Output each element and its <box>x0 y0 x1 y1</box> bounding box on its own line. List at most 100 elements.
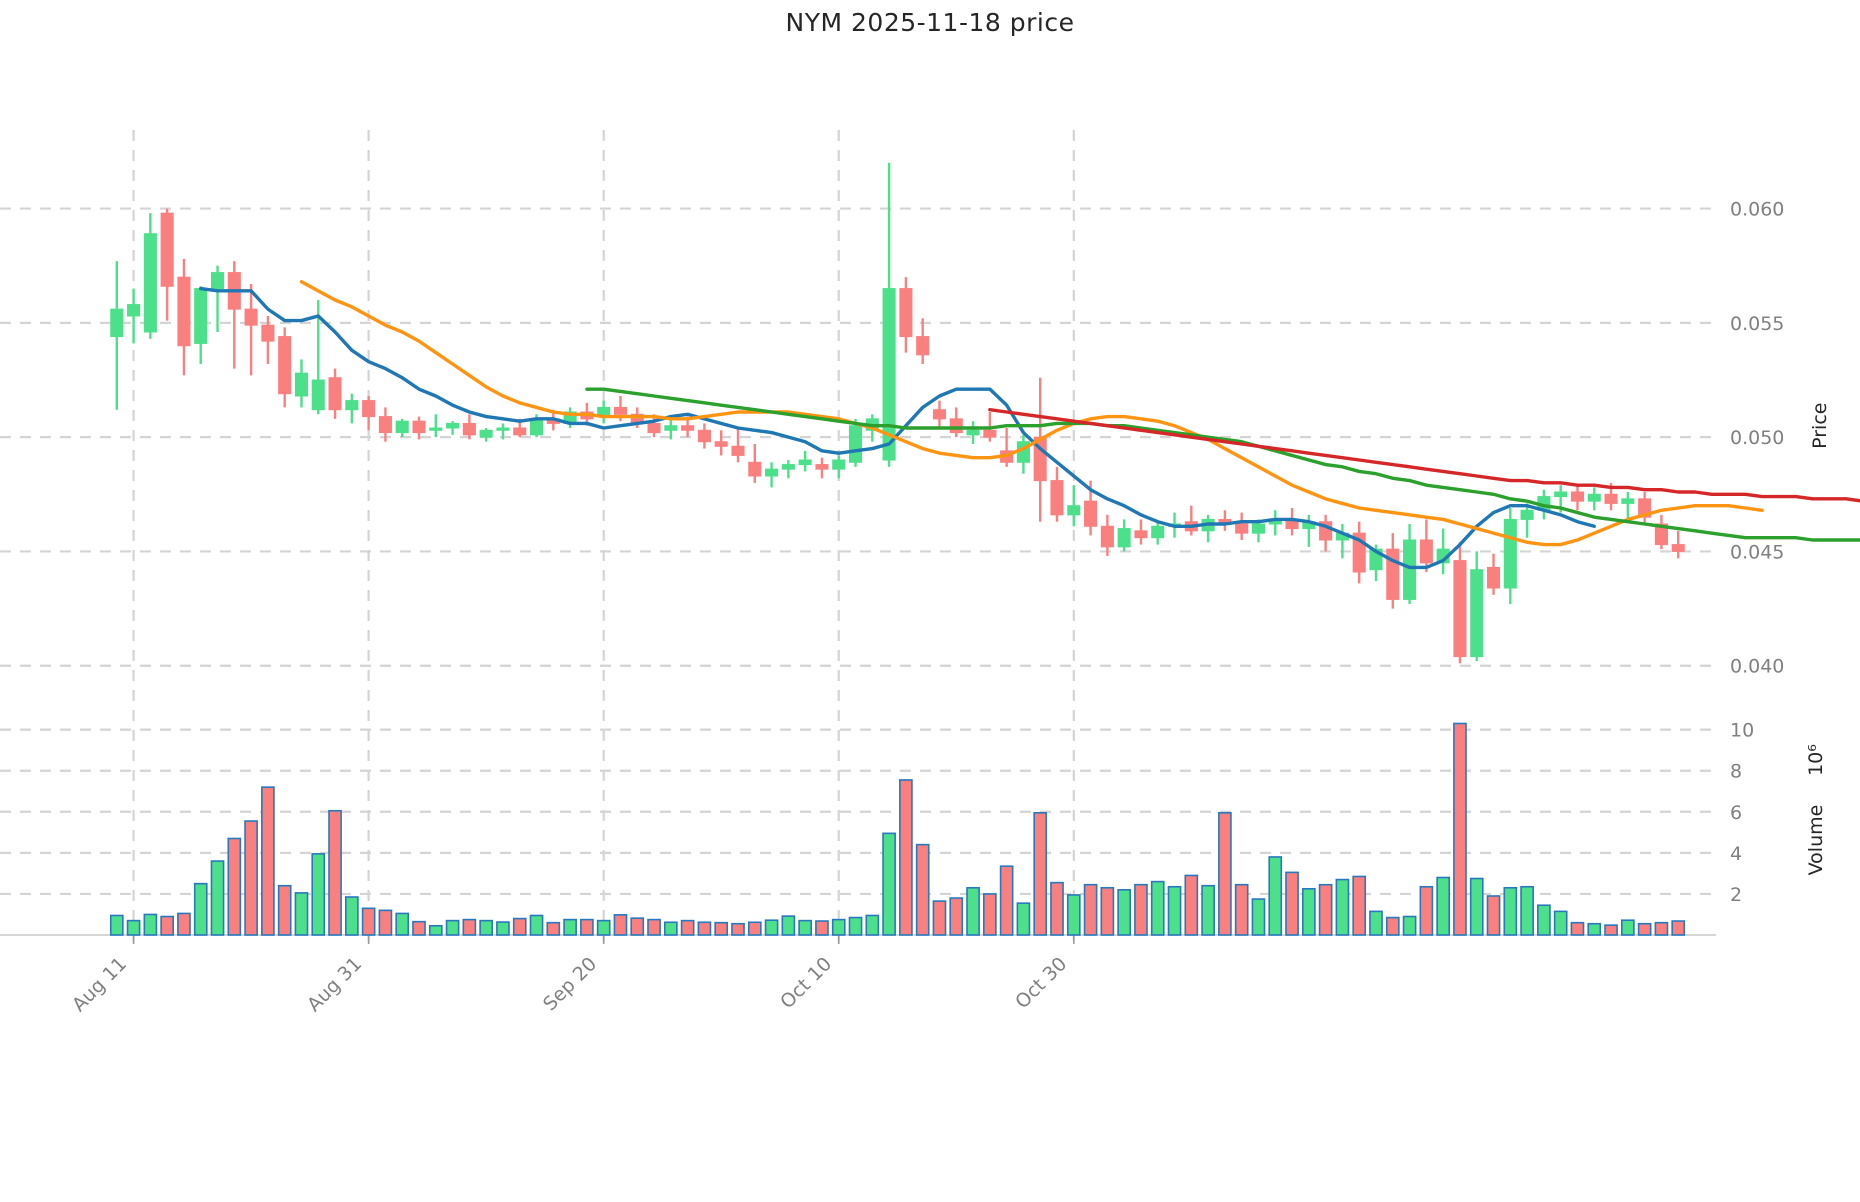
candle-body <box>311 379 325 411</box>
candle-body <box>681 425 695 431</box>
candle-body <box>815 464 829 470</box>
candle-body <box>765 468 779 477</box>
price-tick-label: 0.055 <box>1730 313 1784 335</box>
volume-bar <box>613 914 628 936</box>
volume-bar <box>1352 875 1367 936</box>
volume-bar <box>1419 885 1434 936</box>
volume-bar <box>1486 895 1501 936</box>
candle-body <box>194 288 208 344</box>
volume-bar <box>395 912 410 936</box>
candle-body <box>932 409 947 420</box>
volume-bar <box>815 920 829 936</box>
candlestick <box>1403 524 1417 604</box>
candle-body <box>1084 500 1098 527</box>
date-tick-label: Oct 10 <box>776 953 836 1013</box>
candle-body <box>966 429 980 436</box>
candle-body <box>177 276 191 347</box>
candle-body <box>1067 505 1081 516</box>
volume-bar <box>1083 883 1098 936</box>
volume-tick-label: 8 <box>1730 761 1742 783</box>
candlestick <box>1486 553 1501 595</box>
volume-bar <box>311 853 326 936</box>
candlestick <box>194 286 208 364</box>
volume-bar <box>663 921 678 936</box>
candlestick <box>1268 510 1282 536</box>
volume-bar <box>1620 919 1635 936</box>
volume-bar <box>1066 894 1081 936</box>
volume-bar <box>378 909 393 936</box>
volume-bar <box>462 918 477 936</box>
volume-bar <box>630 917 645 936</box>
candle-body <box>731 445 745 456</box>
candle-body <box>848 425 863 463</box>
candlestick <box>966 421 980 444</box>
volume-bar <box>1604 924 1618 936</box>
volume-bar <box>1184 874 1199 936</box>
candlestick <box>160 208 174 321</box>
candlestick <box>1117 519 1131 552</box>
volume-bar <box>227 837 242 936</box>
candlestick <box>479 428 493 442</box>
candlestick <box>714 430 728 456</box>
volume-bar <box>1234 883 1249 936</box>
volume-bar <box>915 843 930 936</box>
candlestick <box>916 318 930 364</box>
candlestick <box>378 407 392 442</box>
candle-body <box>832 459 846 470</box>
volume-bar <box>1150 880 1165 936</box>
volume-bar <box>1469 877 1484 936</box>
candle-body <box>244 308 258 326</box>
moving-average-line <box>199 286 1596 570</box>
candle-body <box>1621 498 1635 504</box>
price-candlesticks-layer <box>110 162 1685 664</box>
candlestick <box>261 316 275 364</box>
volume-tick-label: 4 <box>1730 843 1742 865</box>
candlestick <box>395 418 409 438</box>
volume-bar <box>1285 871 1299 936</box>
volume-bar <box>1268 856 1283 936</box>
candle-body <box>1151 525 1165 539</box>
candlestick <box>848 418 863 467</box>
candlestick <box>362 396 376 431</box>
volume-bar <box>479 919 494 936</box>
candle-body <box>882 288 896 461</box>
volume-bar <box>966 886 980 936</box>
candlestick <box>244 284 258 376</box>
candle-body <box>1671 544 1685 552</box>
volume-bar <box>764 919 779 936</box>
candle-body <box>916 336 930 356</box>
candlestick <box>781 460 795 479</box>
volume-bar <box>1050 881 1064 936</box>
volume-bar <box>949 897 964 936</box>
volume-bar <box>277 884 292 936</box>
volume-bar <box>294 892 309 936</box>
moving-average-line <box>988 408 1860 503</box>
volume-bar <box>714 921 729 936</box>
candlestick <box>311 300 325 415</box>
volume-bar <box>344 896 359 936</box>
candle-body <box>479 429 493 438</box>
volume-bar <box>193 882 208 936</box>
volume-bar <box>831 918 846 936</box>
volume-bar <box>1402 915 1417 936</box>
candle-body <box>1604 493 1618 504</box>
volume-bar <box>563 918 577 936</box>
candlestick <box>882 162 896 467</box>
candle-body <box>1570 491 1585 502</box>
volume-bar <box>529 914 544 936</box>
volume-bar <box>1369 910 1383 936</box>
volume-bar <box>1167 885 1182 936</box>
candle-body <box>1503 518 1517 589</box>
candlestick <box>1520 503 1534 538</box>
candlestick <box>597 400 611 424</box>
volume-bar <box>361 907 376 936</box>
volume-bar <box>546 921 561 936</box>
candlestick <box>1587 487 1601 511</box>
candle-body <box>261 324 275 342</box>
volume-bar <box>1117 889 1132 936</box>
volume-bar <box>697 921 712 936</box>
volume-bar <box>580 918 594 936</box>
candle-body <box>143 233 157 333</box>
volume-bar <box>982 893 997 936</box>
candle-body <box>462 422 476 436</box>
